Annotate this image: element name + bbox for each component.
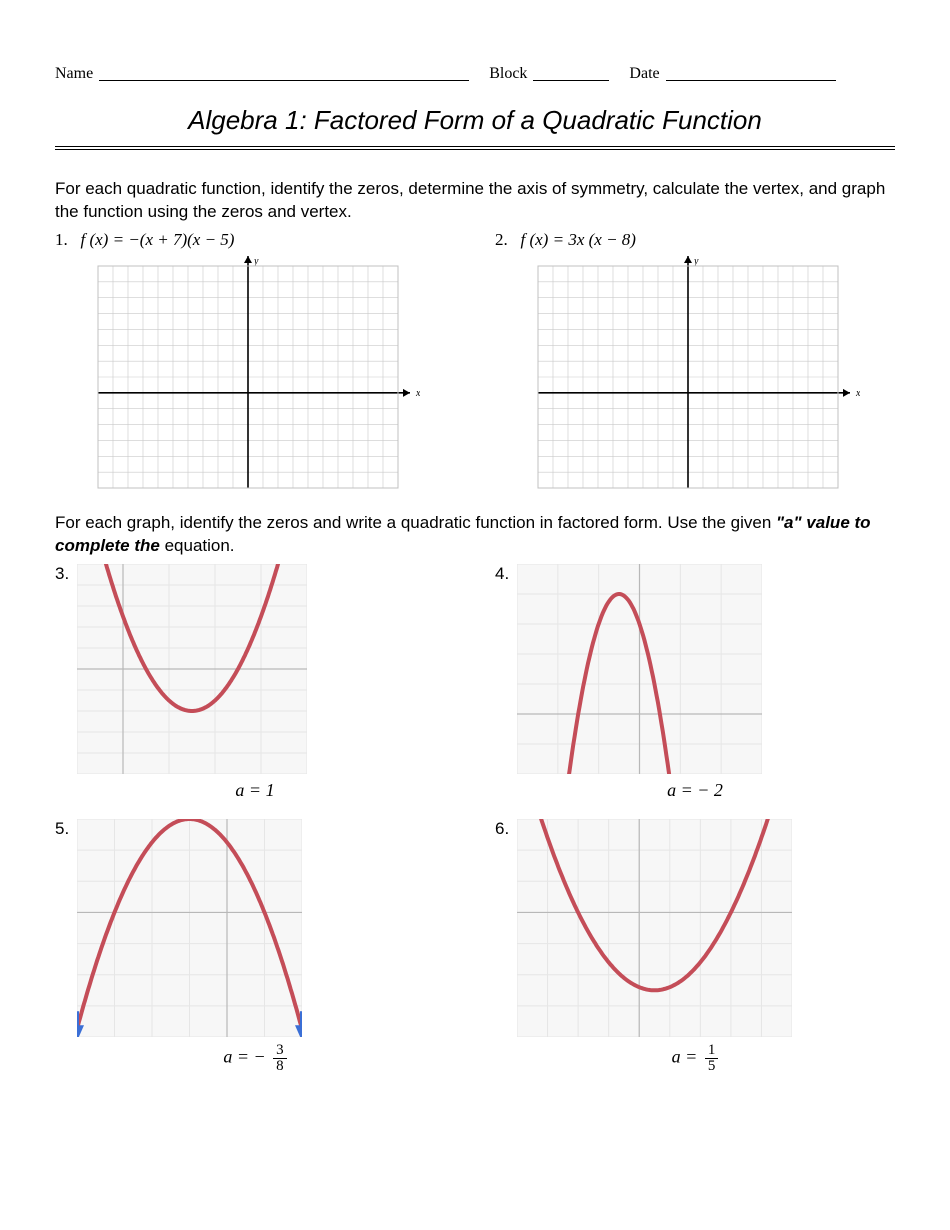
instructions-2c: equation. [160,536,235,555]
row-problems-1-2: 1. f (x) = −(x + 7)(x − 5) xy 2. f (x) =… [55,230,895,494]
problem-3-chart [77,564,307,774]
problem-6-number: 6. [495,819,509,839]
problem-4: 4. a = − 2 [495,564,895,801]
row-problems-5-6: 5. a = − 38 6. a = 15 [55,819,895,1074]
problem-4-number: 4. [495,564,509,584]
problem-5-caption: a = − 38 [55,1043,455,1074]
title-rule [55,146,895,150]
problem-6-chart [517,819,792,1037]
name-blank[interactable] [99,80,469,81]
row-problems-3-4: 3. a = 1 4. a = − 2 [55,564,895,801]
svg-text:y: y [253,256,259,267]
date-label: Date [629,65,659,83]
block-blank[interactable] [533,80,609,81]
problem-5-number: 5. [55,819,69,839]
problem-1-equation: f (x) = −(x + 7)(x − 5) [81,230,235,249]
date-blank[interactable] [666,80,836,81]
block-label: Block [489,65,527,83]
problem-2-grid: xy [495,254,895,494]
instructions-1: For each quadratic function, identify th… [55,178,895,224]
problem-1: 1. f (x) = −(x + 7)(x − 5) xy [55,230,455,494]
problem-3-number: 3. [55,564,69,584]
problem-3-caption: a = 1 [55,780,455,801]
svg-text:x: x [855,388,860,399]
svg-text:y: y [693,256,699,267]
page-title: Algebra 1: Factored Form of a Quadratic … [55,105,895,136]
problem-2-number: 2. [495,230,508,249]
problem-2-equation: f (x) = 3x (x − 8) [521,230,636,249]
problem-2: 2. f (x) = 3x (x − 8) xy [495,230,895,494]
instructions-2: For each graph, identify the zeros and w… [55,512,895,558]
problem-5-chart [77,819,302,1037]
name-label: Name [55,65,93,83]
problem-4-caption: a = − 2 [495,780,895,801]
problem-2-line: 2. f (x) = 3x (x − 8) [495,230,895,250]
problem-1-grid: xy [55,254,455,494]
worksheet-header: Name Block Date [55,65,895,83]
problem-1-line: 1. f (x) = −(x + 7)(x − 5) [55,230,455,250]
svg-text:x: x [415,388,420,399]
problem-3: 3. a = 1 [55,564,455,801]
problem-1-number: 1. [55,230,68,249]
problem-6: 6. a = 15 [495,819,895,1074]
problem-6-caption: a = 15 [495,1043,895,1074]
problem-4-chart [517,564,762,774]
problem-5: 5. a = − 38 [55,819,455,1074]
instructions-2a: For each graph, identify the zeros and w… [55,513,776,532]
